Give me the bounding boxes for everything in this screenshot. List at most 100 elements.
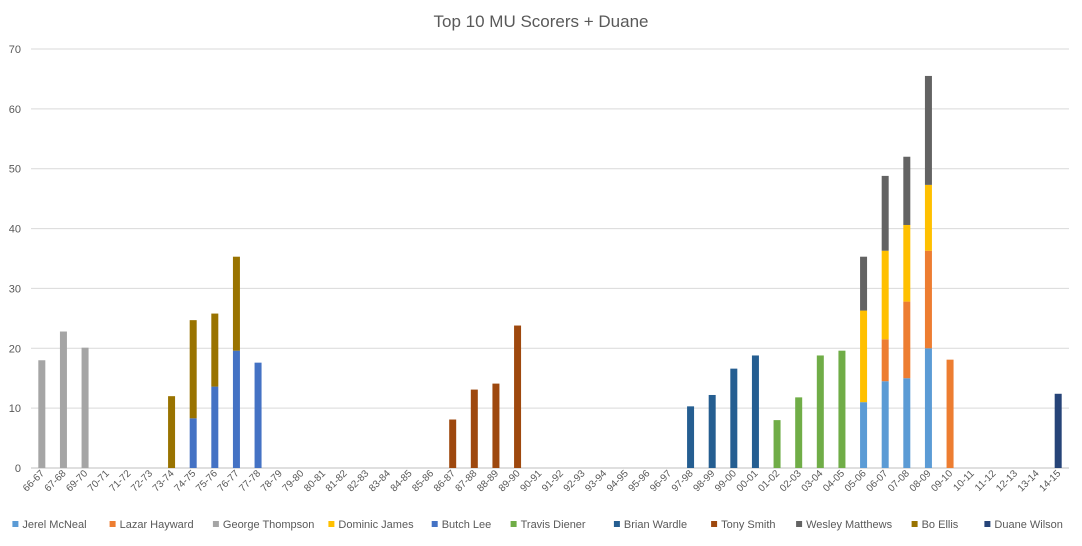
x-tick-label: 14-15	[1037, 468, 1063, 494]
bar	[838, 350, 846, 468]
x-tick-label: 79-80	[281, 468, 307, 494]
bar	[881, 339, 889, 382]
x-tick-label: 80-81	[302, 468, 328, 494]
x-tick-label: 85-86	[410, 468, 436, 494]
bar	[773, 420, 781, 468]
bar	[168, 396, 176, 468]
bar	[860, 256, 868, 311]
x-tick-label: 00-01	[735, 468, 761, 494]
y-tick-label: 40	[9, 224, 21, 236]
y-tick-label: 50	[9, 164, 21, 176]
legend-label: Duane Wilson	[994, 519, 1062, 531]
x-tick-label: 82-83	[345, 468, 371, 494]
x-tick-label: 86-87	[432, 468, 458, 494]
bar	[860, 310, 868, 403]
legend-label: Lazar Hayward	[120, 519, 194, 531]
legend-swatch	[510, 521, 517, 527]
bar	[795, 397, 803, 468]
x-tick-label: 08-09	[908, 468, 934, 494]
x-tick-label: 96-97	[648, 468, 674, 494]
x-tick-label: 72-73	[129, 468, 155, 494]
bar	[470, 389, 478, 468]
x-tick-label: 94-95	[605, 468, 631, 494]
x-tick-label: 81-82	[324, 468, 350, 494]
legend-label: Dominic James	[338, 519, 414, 531]
x-tick-label: 83-84	[367, 468, 393, 494]
bar	[816, 355, 824, 468]
legend-swatch	[431, 521, 438, 527]
x-tick-label: 02-03	[778, 468, 804, 494]
x-tick-label: 84-85	[389, 468, 415, 494]
x-tick-label: 74-75	[172, 468, 198, 494]
legend-label: Brian Wardle	[624, 519, 687, 531]
x-tick-label: 99-00	[713, 468, 739, 494]
x-tick-label: 75-76	[194, 468, 220, 494]
legend-swatch	[711, 521, 718, 527]
x-tick-label: 10-11	[951, 468, 977, 494]
bar	[81, 347, 89, 468]
x-tick-label: 95-96	[627, 468, 653, 494]
bar	[903, 301, 911, 379]
bar	[189, 418, 197, 468]
legend-swatch	[212, 521, 219, 527]
bar	[751, 355, 759, 468]
bar	[687, 406, 695, 468]
x-tick-label: 73-74	[151, 468, 177, 494]
legend-label: Wesley Matthews	[806, 519, 892, 531]
y-tick-label: 10	[9, 403, 21, 415]
y-tick-label: 0	[15, 463, 21, 475]
x-tick-label: 69-70	[64, 468, 90, 494]
legend-label: George Thompson	[223, 519, 315, 531]
x-tick-label: 03-04	[800, 468, 826, 494]
x-tick-label: 11-12	[973, 468, 999, 494]
bar	[1054, 393, 1062, 468]
x-tick-label: 97-98	[670, 468, 696, 494]
y-tick-label: 70	[9, 44, 21, 56]
legend-label: Jerel McNeal	[22, 519, 86, 531]
legend-label: Travis Diener	[521, 519, 586, 531]
x-tick-label: 01-02	[756, 468, 782, 494]
chart-title: Top 10 MU Scorers + Duane	[433, 12, 649, 31]
legend-swatch	[12, 521, 19, 527]
x-tick-label: 89-90	[497, 468, 523, 494]
x-tick-label: 78-79	[259, 468, 285, 494]
legend-label: Tony Smith	[721, 519, 775, 531]
y-tick-label: 60	[9, 104, 21, 116]
bar	[903, 156, 911, 225]
bar	[924, 75, 932, 185]
bar	[860, 402, 868, 468]
bar	[38, 360, 46, 468]
bar	[449, 419, 457, 468]
y-tick-label: 20	[9, 343, 21, 355]
bar	[514, 325, 522, 468]
x-tick-label: 87-88	[454, 468, 480, 494]
x-tick-label: 71-72	[108, 468, 134, 494]
bar	[232, 256, 240, 351]
bar	[924, 250, 932, 349]
x-tick-label: 67-68	[43, 468, 69, 494]
bar	[903, 224, 911, 302]
x-tick-label: 92-93	[562, 468, 588, 494]
x-tick-label: 07-08	[886, 468, 912, 494]
x-tick-label: 13-14	[1016, 468, 1042, 494]
x-tick-label: 90-91	[518, 468, 544, 494]
bar	[881, 250, 889, 340]
bar	[211, 386, 219, 468]
bar	[232, 350, 240, 468]
legend-swatch	[109, 521, 116, 527]
x-tick-label: 09-10	[929, 468, 955, 494]
y-tick-label: 30	[9, 283, 21, 295]
bar	[708, 394, 716, 468]
x-tick-label: 05-06	[843, 468, 869, 494]
bar	[211, 313, 219, 387]
x-tick-label: 93-94	[583, 468, 609, 494]
legend-swatch	[613, 521, 620, 527]
bar	[730, 368, 738, 468]
bar	[946, 359, 954, 468]
x-tick-label: 88-89	[475, 468, 501, 494]
bar	[492, 383, 500, 468]
legend-swatch	[796, 521, 803, 527]
x-tick-label: 91-92	[540, 468, 566, 494]
